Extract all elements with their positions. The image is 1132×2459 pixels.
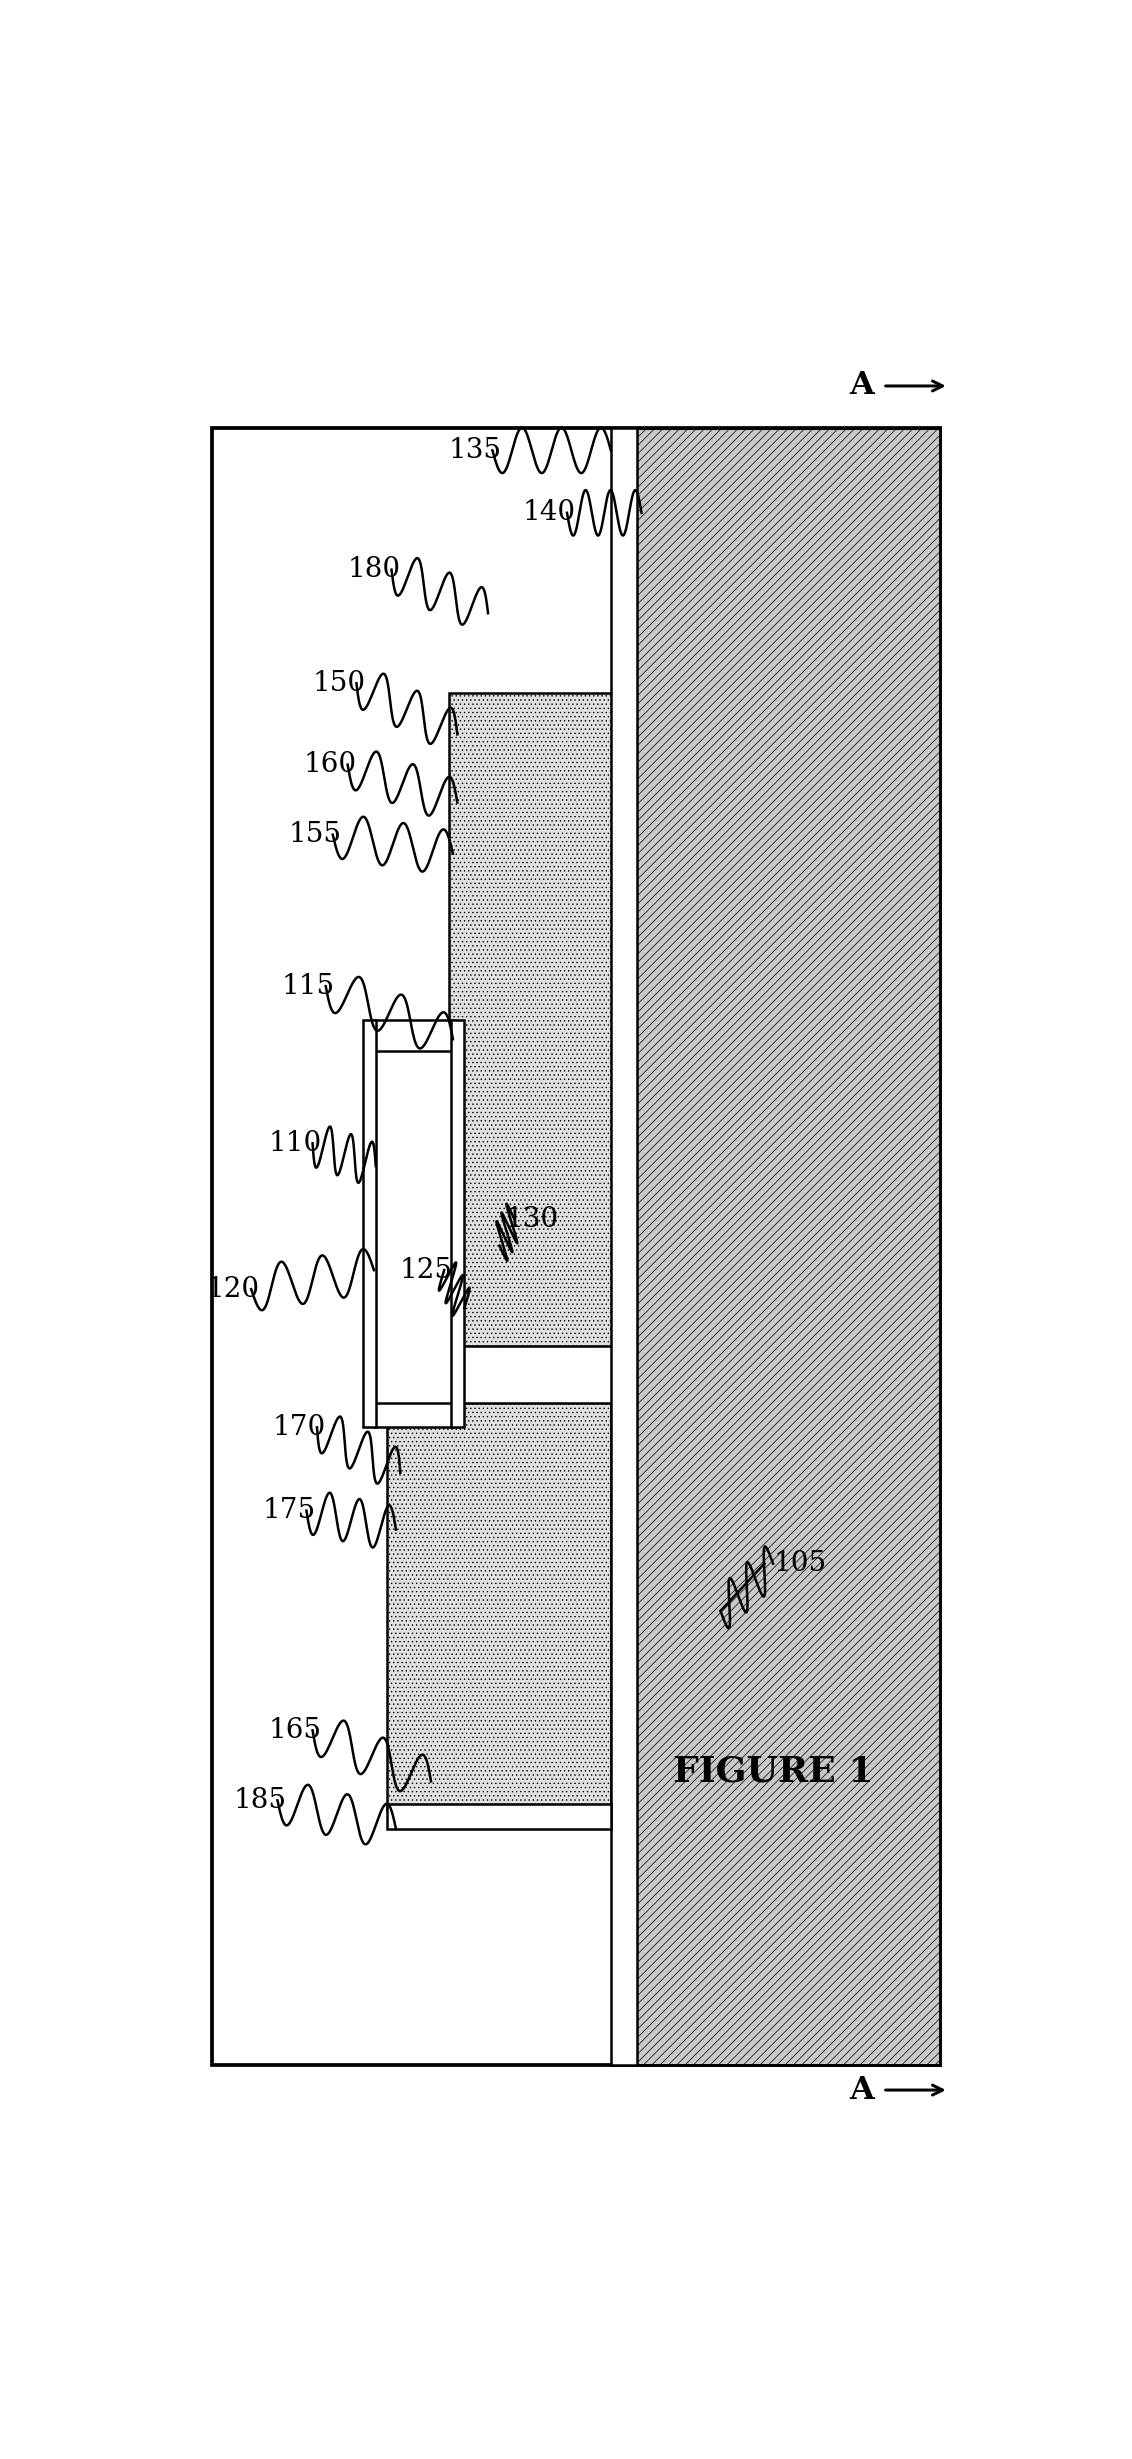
Bar (387, 1805, 611, 1829)
Bar (452, 1020, 464, 1426)
Bar (448, 693, 616, 1345)
Text: 170: 170 (273, 1414, 326, 1441)
Bar (633, 428, 940, 2066)
Text: 185: 185 (233, 1788, 286, 1815)
Text: A: A (849, 371, 874, 401)
Text: 110: 110 (268, 1129, 321, 1156)
Text: 160: 160 (303, 750, 357, 777)
Text: 125: 125 (400, 1257, 453, 1284)
Text: 120: 120 (207, 1276, 260, 1303)
Text: FIGURE 1: FIGURE 1 (672, 1756, 874, 1790)
Text: 150: 150 (312, 669, 366, 696)
Bar (374, 1043, 453, 1411)
Text: 105: 105 (773, 1549, 826, 1576)
Text: 130: 130 (506, 1205, 559, 1232)
Text: 155: 155 (289, 821, 342, 848)
Text: 135: 135 (448, 438, 501, 465)
Text: 115: 115 (282, 974, 335, 1001)
Text: 180: 180 (348, 556, 401, 583)
Bar (387, 1402, 611, 1810)
Bar (374, 1020, 453, 1050)
Bar (212, 428, 940, 2066)
Text: 165: 165 (268, 1716, 321, 1743)
Text: A: A (849, 2075, 874, 2105)
Text: 140: 140 (523, 499, 576, 526)
Text: 175: 175 (263, 1498, 315, 1525)
Bar (374, 1402, 453, 1426)
Bar (362, 1020, 376, 1426)
Bar (611, 428, 637, 2066)
